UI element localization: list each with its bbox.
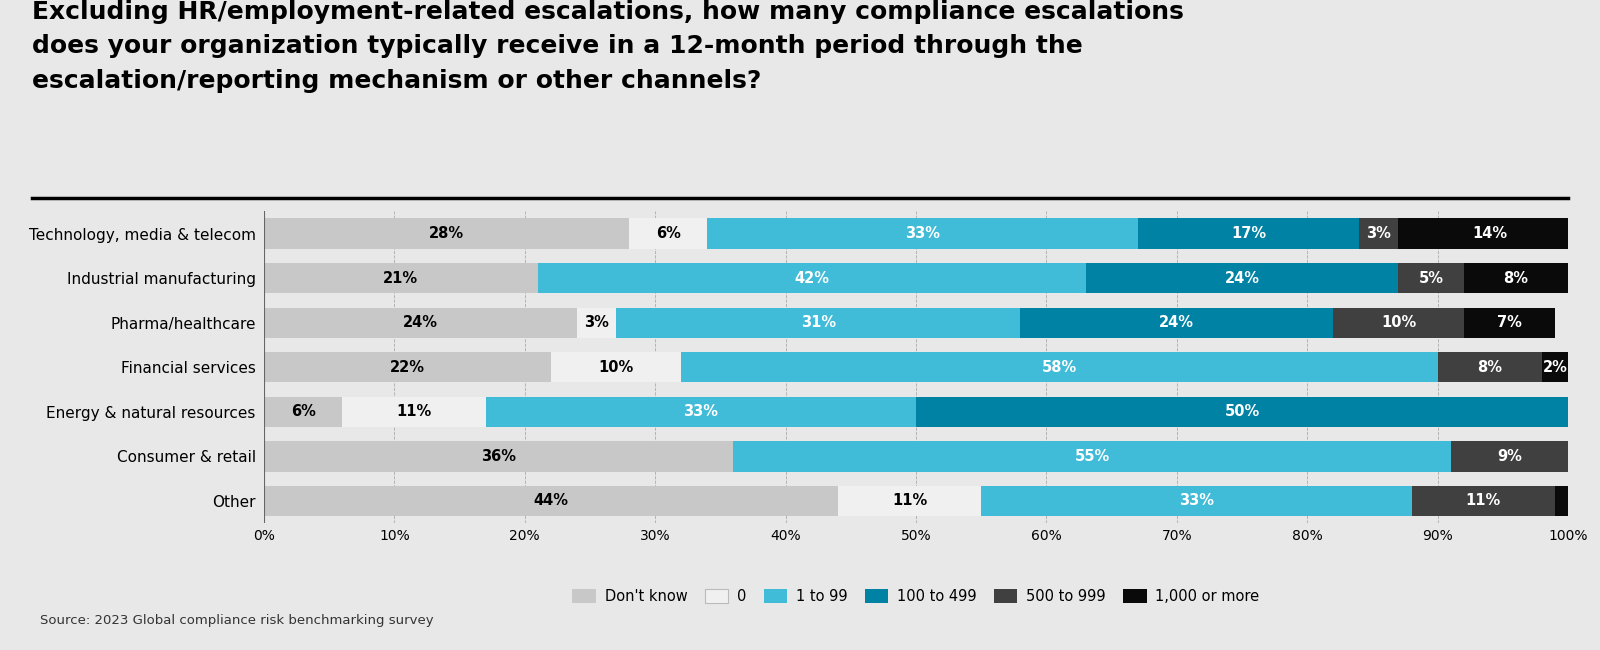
Bar <box>838 486 981 516</box>
Bar <box>981 486 1411 516</box>
Text: 33%: 33% <box>683 404 718 419</box>
Bar <box>264 441 733 471</box>
Text: 58%: 58% <box>1042 359 1077 375</box>
Text: 11%: 11% <box>1466 493 1501 508</box>
Bar <box>264 263 538 293</box>
Bar <box>264 396 342 427</box>
Text: Excluding HR/employment-related escalations, how many compliance escalations
doe: Excluding HR/employment-related escalati… <box>32 0 1184 93</box>
Text: 24%: 24% <box>403 315 438 330</box>
Bar <box>550 352 682 382</box>
Bar <box>733 441 1451 471</box>
Legend: Don't know, 0, 1 to 99, 100 to 499, 500 to 999, 1,000 or more: Don't know, 0, 1 to 99, 100 to 499, 500 … <box>566 583 1266 610</box>
Bar <box>1411 486 1555 516</box>
Text: 24%: 24% <box>1224 270 1259 285</box>
Text: 31%: 31% <box>800 315 835 330</box>
Text: 11%: 11% <box>891 493 926 508</box>
Bar <box>707 218 1138 249</box>
Text: 11%: 11% <box>397 404 432 419</box>
Text: 10%: 10% <box>598 359 634 375</box>
Bar <box>1360 218 1398 249</box>
Bar <box>1333 307 1464 338</box>
Text: 3%: 3% <box>584 315 610 330</box>
Text: 55%: 55% <box>1075 449 1110 464</box>
Text: 5%: 5% <box>1419 270 1443 285</box>
Bar <box>264 218 629 249</box>
Bar <box>1555 486 1600 516</box>
Bar <box>264 352 550 382</box>
Text: 17%: 17% <box>1230 226 1266 241</box>
Text: 28%: 28% <box>429 226 464 241</box>
Text: 8%: 8% <box>1477 359 1502 375</box>
Text: 3%: 3% <box>1366 226 1392 241</box>
Text: Source: 2023 Global compliance risk benchmarking survey: Source: 2023 Global compliance risk benc… <box>40 614 434 627</box>
Bar <box>1138 218 1360 249</box>
Text: 10%: 10% <box>1381 315 1416 330</box>
Bar <box>1464 263 1568 293</box>
Bar <box>1451 441 1568 471</box>
Bar <box>682 352 1437 382</box>
Text: 6%: 6% <box>656 226 680 241</box>
Text: 22%: 22% <box>390 359 426 375</box>
Text: 6%: 6% <box>291 404 315 419</box>
Bar <box>616 307 1021 338</box>
Bar <box>1085 263 1398 293</box>
Text: 44%: 44% <box>533 493 568 508</box>
Text: 24%: 24% <box>1160 315 1194 330</box>
Text: 21%: 21% <box>384 270 419 285</box>
Bar <box>264 307 578 338</box>
Bar <box>538 263 1085 293</box>
Text: 42%: 42% <box>794 270 829 285</box>
Text: 50%: 50% <box>1224 404 1259 419</box>
Bar <box>915 396 1568 427</box>
Bar <box>1398 218 1581 249</box>
Text: 9%: 9% <box>1498 449 1522 464</box>
Bar <box>486 396 915 427</box>
Bar <box>629 218 707 249</box>
Text: 7%: 7% <box>1498 315 1522 330</box>
Bar <box>264 486 838 516</box>
Bar <box>1542 352 1568 382</box>
Bar <box>342 396 486 427</box>
Bar <box>1021 307 1333 338</box>
Bar <box>1464 307 1555 338</box>
Text: 14%: 14% <box>1472 226 1507 241</box>
Text: 2%: 2% <box>1542 359 1568 375</box>
Bar <box>1438 352 1542 382</box>
Text: 8%: 8% <box>1504 270 1528 285</box>
Bar <box>578 307 616 338</box>
Bar <box>1398 263 1464 293</box>
Text: 36%: 36% <box>482 449 517 464</box>
Text: 33%: 33% <box>906 226 941 241</box>
Text: 33%: 33% <box>1179 493 1214 508</box>
